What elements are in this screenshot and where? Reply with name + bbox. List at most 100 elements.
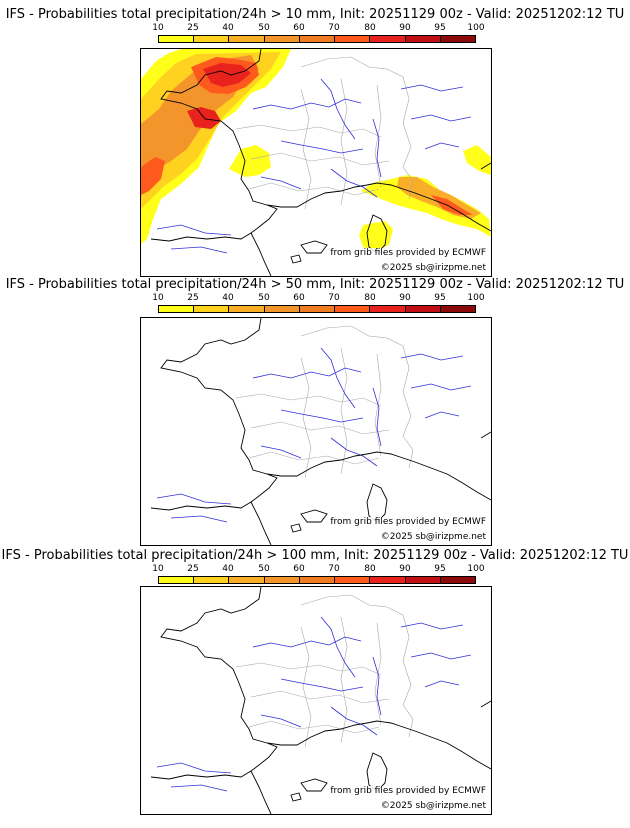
colorbar-tick: 80 [364, 293, 376, 303]
france-map [150, 587, 491, 814]
coastline [414, 730, 491, 770]
precip-area-corsica [359, 221, 393, 251]
precip-shading [141, 49, 491, 251]
map-panel-10mm: IFS - Probabilities total precipitation/… [0, 7, 630, 277]
colorbar-tick: 90 [399, 293, 411, 303]
coastline [150, 232, 272, 276]
colorbar-tick: 95 [434, 23, 446, 33]
colorbar-tick: 100 [467, 23, 485, 33]
colorbar-segment [299, 577, 336, 583]
colorbar-segment [264, 306, 300, 312]
colorbar-segment [229, 36, 265, 42]
colorbar-segment [299, 36, 336, 42]
precip-area-alps [463, 145, 491, 175]
colorbar-tick: 100 [467, 564, 485, 574]
coastline [414, 192, 491, 232]
colorbar-segment [264, 36, 300, 42]
colorbar-tick: 40 [222, 23, 234, 33]
coastline [150, 501, 272, 545]
precip-area-liguria [431, 195, 473, 215]
colorbar-tick: 40 [222, 293, 234, 303]
precip-area-channel [203, 63, 251, 87]
coastline [290, 778, 328, 802]
colorbar-segment [370, 577, 406, 583]
colorbar-tick: 80 [364, 564, 376, 574]
coastline [160, 49, 416, 234]
colorbar-segment [405, 36, 441, 42]
map-frame: from grib files provided by ECMWF ©2025 … [140, 317, 492, 546]
colorbar-tick: 50 [258, 564, 270, 574]
coastline [150, 770, 272, 814]
colorbar-tick: 95 [434, 293, 446, 303]
colorbar-bar [158, 576, 476, 584]
admin-borders [235, 594, 414, 748]
copyright-credit: ©2025 sb@irizpme.net [379, 801, 487, 812]
colorbar-bar [158, 35, 476, 43]
region-border [235, 616, 390, 748]
coastline [414, 461, 491, 501]
colorbar-tick: 10 [152, 564, 164, 574]
colorbar-tick: 50 [258, 23, 270, 33]
probability-colorbar: 10 25 40 50 60 70 80 90 95 100 [152, 564, 485, 598]
colorbar-tick: 25 [187, 564, 199, 574]
colorbar-segment [335, 36, 371, 42]
colorbar-tick: 10 [152, 293, 164, 303]
region-border [235, 347, 390, 479]
colorbar-tick: 50 [258, 293, 270, 303]
colorbar-tick: 40 [222, 564, 234, 574]
data-source-credit: from grib files provided by ECMWF [329, 248, 487, 259]
colorbar-tick: 90 [399, 23, 411, 33]
colorbar-segment [159, 306, 195, 312]
panel-title: IFS - Probabilities total precipitation/… [1, 548, 629, 563]
colorbar-segment [159, 577, 195, 583]
rivers [156, 78, 472, 254]
admin-borders [235, 325, 414, 479]
rivers [156, 616, 472, 792]
panel-title: IFS - Probabilities total precipitation/… [5, 7, 625, 22]
colorbar-segment [159, 36, 195, 42]
colorbar-tick: 70 [328, 23, 340, 33]
colorbar-segment [229, 577, 265, 583]
country-border [300, 594, 414, 738]
colorbar-segment [440, 36, 475, 42]
precip-area-southwest [229, 145, 271, 177]
france-map [150, 318, 491, 545]
colorbar-segment [370, 36, 406, 42]
colorbar-tick: 70 [328, 564, 340, 574]
copyright-credit: ©2025 sb@irizpme.net [379, 532, 487, 543]
country-border [300, 325, 414, 469]
precip-area-liguria [361, 175, 491, 237]
copyright-credit: ©2025 sb@irizpme.net [379, 263, 487, 274]
colorbar-tick: 80 [364, 23, 376, 33]
colorbar-segment [440, 306, 475, 312]
precip-area-biscay [141, 157, 165, 195]
colorbar-tick: 60 [293, 564, 305, 574]
colorbar-segment [264, 577, 300, 583]
coastline [290, 509, 328, 533]
colorbar-segment [405, 577, 441, 583]
region-border [235, 78, 390, 210]
map-frame: from grib files provided by ECMWF ©2025 … [140, 586, 492, 815]
probability-colorbar: 10 25 40 50 60 70 80 90 95 100 [152, 23, 485, 57]
probability-colorbar: 10 25 40 50 60 70 80 90 95 100 [152, 293, 485, 327]
france-map [141, 49, 491, 276]
data-source-credit: from grib files provided by ECMWF [329, 517, 487, 528]
colorbar-segment [440, 577, 475, 583]
coastline [480, 700, 491, 708]
colorbar-bar [158, 305, 476, 313]
colorbar-segment [299, 306, 336, 312]
colorbar-segment [229, 306, 265, 312]
colorbar-segment [194, 306, 230, 312]
coastlines [150, 49, 491, 276]
colorbar-tick-labels: 10 25 40 50 60 70 80 90 95 100 [152, 293, 484, 305]
colorbar-tick: 25 [187, 293, 199, 303]
colorbar-tick: 95 [434, 564, 446, 574]
coastlines [150, 318, 491, 545]
panel-title: IFS - Probabilities total precipitation/… [5, 277, 625, 292]
map-panel-100mm: IFS - Probabilities total precipitation/… [0, 548, 630, 818]
colorbar-tick-labels: 10 25 40 50 60 70 80 90 95 100 [152, 564, 484, 576]
rivers [156, 347, 472, 523]
colorbar-tick: 60 [293, 293, 305, 303]
colorbar-tick: 25 [187, 23, 199, 33]
colorbar-tick: 70 [328, 293, 340, 303]
